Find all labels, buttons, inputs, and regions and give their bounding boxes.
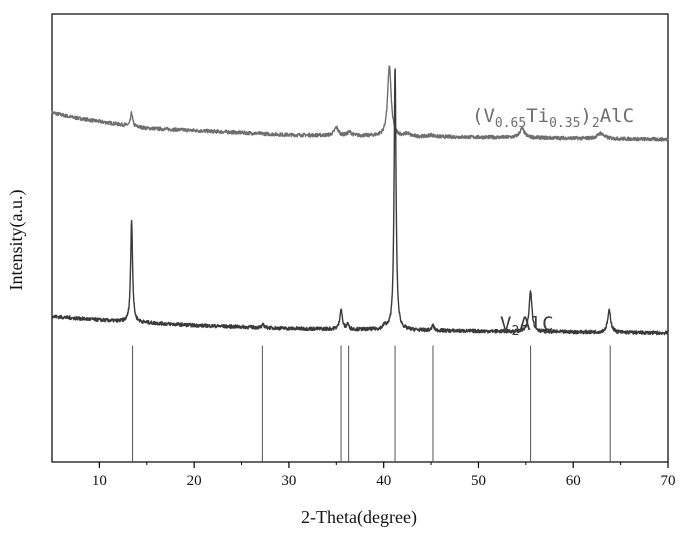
x-tick-label: 60 [566,473,581,489]
x-tick-label: 10 [92,473,107,489]
series-label-part: Ti [526,105,549,127]
series-label-part: AlC [600,105,634,127]
series-label-part: V [500,313,511,335]
x-tick-label: 70 [661,473,676,489]
x-axis-ticks: 10 20 30 40 50 60 70 [92,462,676,489]
series-label-part: (V [472,105,495,127]
series-label-1: V2AlC [500,313,554,339]
plot-border [52,14,668,462]
series-label-part: 0.65 [495,116,526,131]
x-axis-title: 2-Theta(degree) [301,507,417,528]
x-tick-label: 40 [376,473,391,489]
series-labels: (V0.65Ti0.35)2AlCV2AlC [472,105,634,339]
series-label-part: 2 [592,116,600,131]
series-layer [52,66,668,335]
series-label-part: ) [580,105,591,127]
reference-lines [133,346,611,462]
y-axis-title: Intensity(a.u.) [6,190,27,291]
series-label-part: 0.35 [549,116,580,131]
series-label-part: 2 [511,324,519,339]
series-label-0: (V0.65Ti0.35)2AlC [472,105,634,131]
plot-frame [52,14,668,462]
x-tick-label: 50 [471,473,486,489]
series-line-1 [52,69,668,335]
x-tick-label: 20 [187,473,202,489]
series-label-part: AlC [519,313,553,335]
x-tick-label: 30 [281,473,296,489]
